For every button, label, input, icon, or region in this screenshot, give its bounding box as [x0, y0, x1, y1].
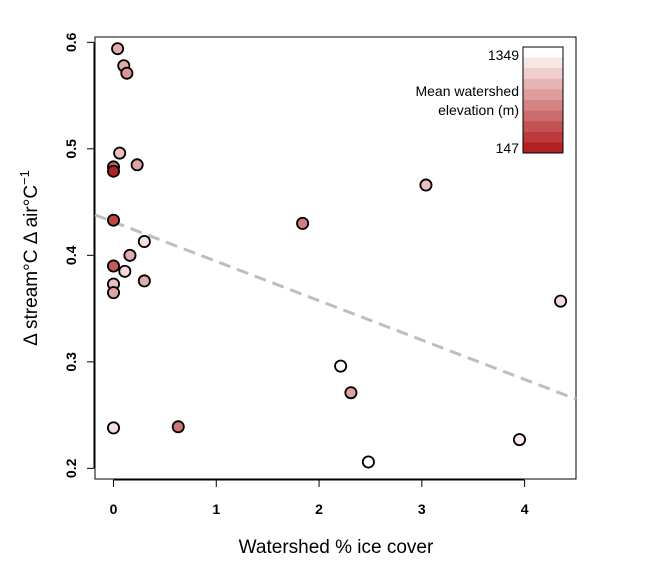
y-tick-label-0.4: 0.4 — [63, 245, 79, 265]
data-point-15 — [107, 286, 121, 300]
data-point-4 — [113, 146, 127, 160]
y-tick-label-0.6: 0.6 — [63, 32, 79, 52]
data-point-9 — [137, 234, 151, 248]
data-point-19 — [334, 359, 348, 373]
data-point-10 — [123, 248, 137, 262]
color-scale-legend: 1349 Mean watershed elevation (m) 147 — [415, 46, 564, 156]
x-axis-title: Watershed % ice cover — [239, 537, 434, 558]
color-scale-step-6 — [523, 100, 563, 112]
data-point-23 — [512, 433, 526, 447]
data-point-20 — [344, 386, 358, 400]
y-axis-title-exponent: −1 — [17, 170, 32, 185]
trend-layer — [94, 213, 577, 401]
y-axis-title-main: Δ stream°C Δ air°C — [21, 185, 42, 346]
x-tick-label-1: 1 — [212, 501, 220, 517]
x-tick-label-3: 3 — [418, 501, 426, 517]
color-scale-step-3 — [523, 68, 563, 80]
color-scale-min-label: 147 — [496, 140, 520, 156]
color-scale-step-4 — [523, 78, 563, 90]
color-scale-step-5 — [523, 89, 563, 101]
plot-frame — [94, 36, 577, 480]
color-scale-border — [522, 46, 564, 154]
y-tick-label-0.3: 0.3 — [63, 352, 79, 372]
trend-line — [94, 213, 577, 401]
color-scale-step-1 — [523, 47, 563, 59]
data-point-12 — [118, 264, 132, 278]
color-scale-title-line-2: elevation (m) — [438, 102, 519, 118]
x-axis: 0 1 2 3 4 — [110, 479, 529, 517]
data-point-17 — [171, 420, 185, 434]
y-tick-label-0.2: 0.2 — [63, 458, 79, 478]
data-point-11 — [107, 259, 121, 273]
y-axis-title: Δ stream°C Δ air°C−1 — [17, 170, 42, 346]
x-tick-label-0: 0 — [110, 501, 118, 517]
data-point-1 — [111, 42, 125, 56]
data-point-7 — [107, 164, 121, 178]
color-scale-title-line-1: Mean watershed — [415, 83, 519, 99]
x-tick-label-2: 2 — [315, 501, 323, 517]
data-point-8 — [107, 213, 121, 227]
color-scale-max-label: 1349 — [488, 47, 519, 63]
data-point-16 — [107, 421, 121, 435]
color-scale-step-2 — [523, 57, 563, 69]
color-scale-step-7 — [523, 110, 563, 122]
points-layer — [107, 42, 568, 469]
data-point-3 — [120, 66, 134, 80]
y-tick-label-0.5: 0.5 — [63, 139, 79, 159]
data-point-22 — [419, 178, 433, 192]
data-point-5 — [130, 158, 144, 172]
y-axis: 0.2 0.3 0.4 0.5 0.6 — [63, 32, 95, 478]
data-point-21 — [361, 455, 375, 469]
data-point-13 — [137, 274, 151, 288]
data-point-18 — [296, 216, 310, 230]
color-scale-bar — [522, 46, 564, 154]
data-point-24 — [554, 294, 568, 308]
color-scale-step-10 — [523, 142, 563, 154]
color-scale-step-9 — [523, 131, 563, 143]
x-tick-label-4: 4 — [521, 501, 529, 517]
color-scale-step-8 — [523, 121, 563, 133]
